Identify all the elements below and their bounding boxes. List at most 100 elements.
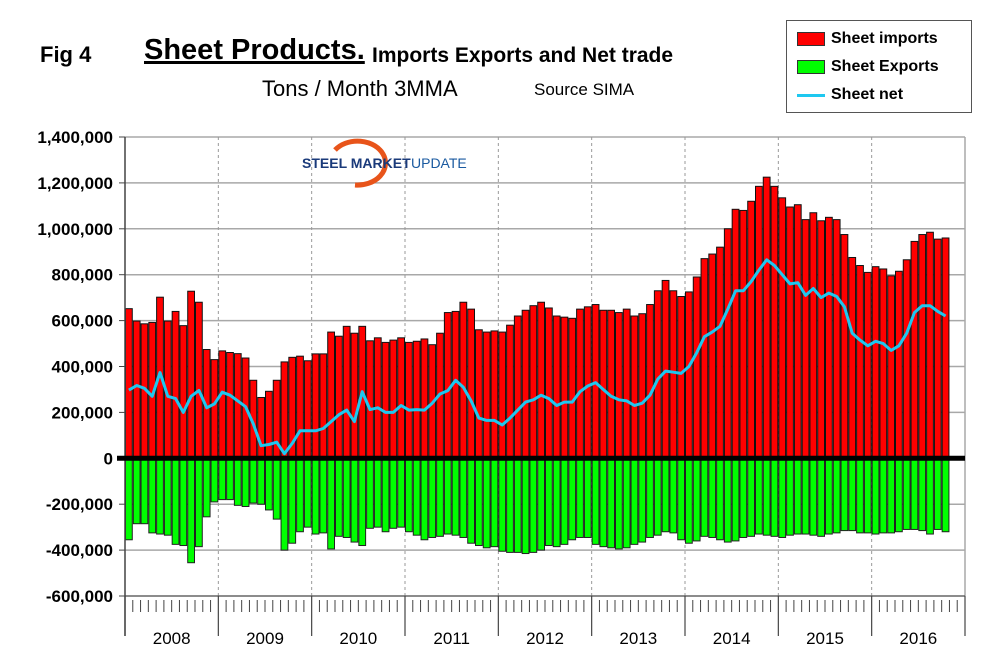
export-bar	[265, 457, 273, 511]
import-bar	[226, 352, 234, 459]
legend-label: Sheet imports	[831, 30, 938, 47]
import-bar	[615, 312, 623, 459]
export-bar	[241, 457, 250, 507]
import-bar	[576, 308, 584, 459]
import-bar	[630, 315, 639, 459]
export-bar	[490, 457, 499, 548]
import-bar	[187, 290, 196, 459]
import-bar	[350, 332, 359, 459]
import-bar	[179, 325, 188, 459]
import-bar	[405, 341, 413, 459]
import-bar	[848, 256, 857, 459]
import-bar	[653, 290, 662, 459]
import-bar	[622, 308, 631, 459]
import-bar	[265, 390, 273, 459]
export-bar	[910, 457, 919, 530]
export-bar	[739, 457, 748, 538]
import-bar	[895, 270, 903, 459]
export-bar	[537, 457, 546, 551]
import-bar	[311, 353, 320, 459]
export-bar	[482, 457, 491, 549]
export-bar	[638, 457, 647, 543]
export-bar	[475, 457, 483, 547]
export-bar	[630, 457, 639, 545]
import-bar	[498, 331, 507, 459]
export-bar	[327, 457, 336, 550]
export-bar	[467, 457, 476, 544]
export-bar	[902, 457, 911, 530]
legend-item-net: Sheet net	[797, 84, 903, 106]
import-bar	[171, 310, 180, 459]
year-label: 2009	[246, 629, 284, 648]
export-bar	[661, 457, 670, 533]
export-bar	[583, 457, 592, 538]
y-tick-label: 400,000	[52, 358, 113, 377]
export-bar	[350, 457, 359, 543]
y-tick-label: -400,000	[46, 541, 113, 560]
export-bar	[226, 457, 234, 501]
export-bar	[591, 457, 600, 545]
export-bar	[249, 457, 258, 504]
export-bar	[436, 457, 444, 537]
import-bar	[513, 315, 522, 459]
export-bar	[202, 457, 211, 518]
export-bar	[856, 457, 864, 534]
import-bar	[871, 266, 880, 459]
export-bar	[498, 457, 507, 552]
import-bar	[490, 330, 499, 459]
legend-item-imports: Sheet imports	[797, 28, 938, 50]
import-bar	[941, 237, 950, 459]
exports-swatch	[797, 60, 825, 74]
export-bar	[576, 457, 584, 538]
export-bar	[871, 457, 880, 535]
year-label: 2016	[899, 629, 937, 648]
year-label: 2008	[153, 629, 191, 648]
export-bar	[840, 457, 849, 532]
import-bar	[677, 296, 686, 459]
import-bar	[933, 238, 942, 459]
import-bar	[809, 212, 818, 459]
import-bar	[280, 361, 289, 459]
import-bar	[568, 317, 577, 459]
net-trade-line	[128, 258, 947, 456]
export-bar	[863, 457, 872, 534]
import-bar	[801, 219, 810, 459]
export-bar	[786, 457, 794, 536]
export-bar	[809, 457, 818, 536]
export-bar	[622, 457, 631, 549]
export-bar	[731, 457, 740, 542]
import-bar	[825, 216, 833, 459]
import-bar	[739, 209, 748, 459]
export-bar	[506, 457, 514, 553]
import-bar	[887, 275, 896, 459]
export-bar	[607, 457, 616, 549]
import-bar	[327, 331, 336, 459]
export-bar	[545, 457, 553, 547]
y-tick-label: -600,000	[46, 587, 113, 606]
export-bar	[156, 457, 164, 535]
legend-item-exports: Sheet Exports	[797, 56, 939, 78]
logo-text-bold: STEEL MARKET	[302, 155, 411, 171]
import-bar	[832, 219, 841, 459]
export-bar	[887, 457, 896, 534]
export-bar	[296, 457, 304, 533]
export-bar	[700, 457, 709, 537]
export-bar	[669, 457, 678, 534]
year-label: 2010	[339, 629, 377, 648]
import-bar	[700, 258, 709, 459]
source-label: Source SIMA	[534, 80, 635, 99]
export-bar	[568, 457, 577, 541]
export-bar	[195, 457, 203, 548]
import-bar	[762, 176, 771, 459]
import-bar	[381, 341, 390, 459]
export-bar	[755, 457, 763, 535]
import-bar	[638, 313, 647, 459]
export-bar	[770, 457, 779, 537]
export-bar	[941, 457, 950, 533]
export-bar	[187, 457, 196, 564]
import-bar	[723, 228, 732, 459]
year-label: 2014	[713, 629, 751, 648]
export-bar	[148, 457, 157, 534]
import-bar	[545, 307, 553, 459]
export-bar	[747, 457, 756, 537]
